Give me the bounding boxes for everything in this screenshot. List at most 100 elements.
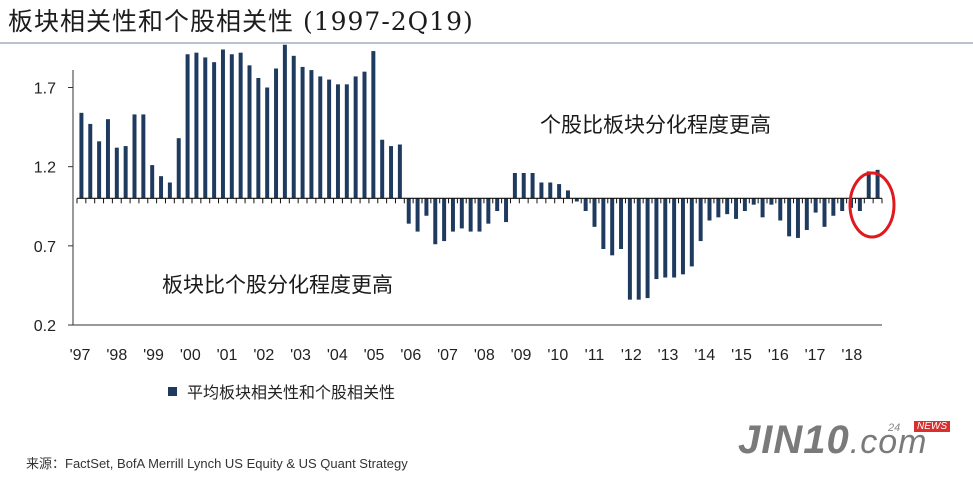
bar [716, 198, 721, 218]
bar [680, 198, 685, 275]
y-tick-label: 0.7 [34, 239, 56, 256]
bar [424, 198, 429, 216]
page-title: 板块相关性和个股相关性 (1997-2Q19) [8, 7, 474, 36]
bar [194, 52, 199, 199]
bar [389, 146, 394, 199]
bar [442, 198, 447, 242]
bar [574, 198, 579, 202]
bar [619, 198, 624, 249]
bar [88, 123, 93, 199]
bar [167, 182, 172, 199]
bar [521, 173, 526, 199]
x-tick-label: '99 [143, 347, 164, 364]
watermark-badge-word: NEWS [914, 421, 950, 432]
bar [707, 198, 712, 221]
bar [150, 165, 155, 199]
source-note: 来源：FactSet, BofA Merrill Lynch US Equity… [26, 456, 408, 471]
bar [353, 76, 358, 199]
x-tick-label: '02 [253, 347, 274, 364]
bar [645, 198, 650, 299]
baseline-axis [76, 197, 883, 204]
bar [141, 114, 146, 199]
x-tick-label: '17 [805, 347, 826, 364]
legend-label: 平均板块相关性和个股相关性 [187, 383, 396, 402]
bar [132, 114, 137, 199]
bar [300, 66, 305, 199]
bar [371, 51, 376, 199]
bar [734, 198, 739, 219]
watermark-text: JIN10.com [738, 418, 927, 463]
bar [265, 87, 270, 199]
bar [327, 79, 332, 199]
x-tick-label: '04 [327, 347, 348, 364]
x-tick-label: '01 [217, 347, 238, 364]
x-tick-label: '06 [400, 347, 421, 364]
legend: 平均板块相关性和个股相关性 [168, 379, 395, 403]
bar [105, 119, 110, 199]
x-tick-label: '98 [106, 347, 127, 364]
bar [751, 198, 756, 205]
bar [831, 198, 836, 216]
x-tick-label: '12 [621, 347, 642, 364]
bar [220, 49, 225, 199]
bar [97, 141, 102, 199]
bar [256, 78, 261, 199]
watermark-suffix: .com [849, 423, 928, 461]
x-tick-label: '07 [437, 347, 458, 364]
y-tick-label: 0.2 [34, 318, 56, 335]
bar [592, 198, 597, 227]
bar [548, 182, 553, 199]
bar [495, 198, 500, 211]
bar [804, 198, 809, 230]
bar [539, 182, 544, 199]
bar [450, 198, 455, 232]
bar [813, 198, 818, 213]
x-tick-label: '13 [658, 347, 679, 364]
x-tick-label: '11 [585, 347, 605, 364]
bar [159, 176, 164, 199]
bar [176, 138, 181, 199]
bar [512, 173, 517, 199]
bar [415, 198, 420, 232]
chart-bars [79, 44, 880, 300]
bar [309, 70, 314, 199]
y-tick-label: 1.7 [34, 81, 56, 98]
watermark-logo: JIN10.com 24 NEWS [738, 418, 963, 472]
bar [875, 169, 880, 199]
bar [247, 65, 252, 199]
x-axis: '97 '98 '99 '00 '01 '02 '03 '04 '05 '06 '07 '08 '09 '… [70, 324, 882, 364]
y-tick-label: 1.2 [34, 160, 56, 177]
bar [344, 84, 349, 199]
x-tick-label: '15 [731, 347, 752, 364]
bar [698, 198, 703, 242]
bar [769, 198, 774, 205]
bar [866, 171, 871, 199]
y-axis: 0.2 0.7 1.2 1.7 [34, 70, 74, 335]
bar [557, 184, 562, 199]
bar [840, 198, 845, 211]
bar [795, 198, 800, 238]
annotation-above: 个股比板块分化程度更高 [540, 113, 771, 137]
annotation-below: 板块比个股分化程度更高 [162, 273, 393, 297]
x-tick-label: '09 [511, 347, 532, 364]
bar [857, 198, 862, 211]
bar [760, 198, 765, 218]
bar [282, 44, 287, 199]
bar [335, 84, 340, 199]
x-tick-label: '10 [547, 347, 568, 364]
x-tick-label: '00 [180, 347, 201, 364]
bar [627, 198, 632, 300]
bar [397, 144, 402, 199]
bar [601, 198, 606, 249]
bar [459, 198, 464, 229]
bar [486, 198, 491, 224]
x-tick-label: '05 [364, 347, 385, 364]
legend-swatch [168, 386, 177, 396]
title-divider [0, 42, 973, 44]
bar [689, 198, 694, 267]
bar [778, 198, 783, 221]
bar [583, 198, 588, 211]
bar [672, 198, 677, 278]
bar [468, 198, 473, 232]
bar [212, 62, 217, 199]
